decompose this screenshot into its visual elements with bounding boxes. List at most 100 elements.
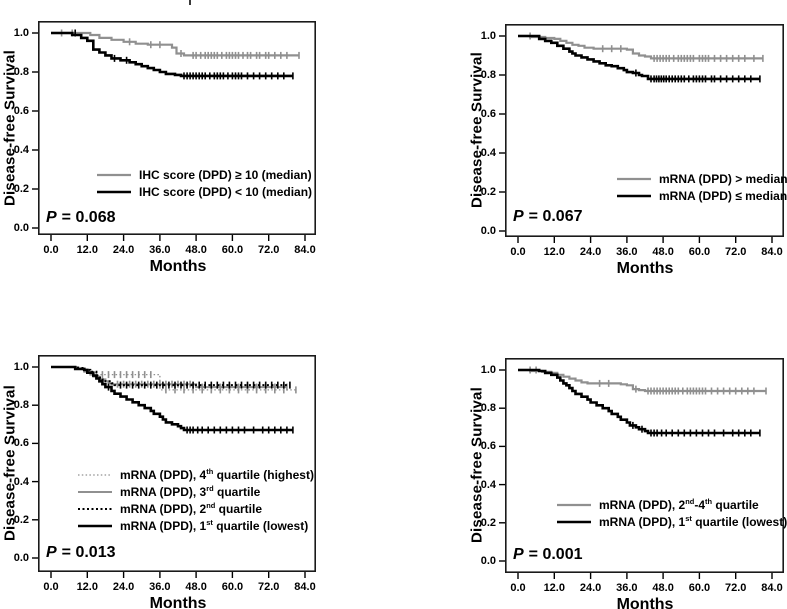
legend-line-swatch — [617, 177, 651, 180]
legend-label: mRNA (DPD), 1st quartile (lowest) — [599, 513, 787, 529]
legend-label: IHC score (DPD) < 10 (median) — [139, 184, 313, 199]
x-tick-label: 48.0 — [652, 582, 674, 594]
x-tick-label: 48.0 — [185, 581, 207, 593]
km-curve-ihc-lt-10 — [51, 31, 293, 78]
p-value: P = 0.013 — [46, 544, 116, 562]
legend-line-swatch — [78, 473, 112, 476]
x-tick-label: 72.0 — [257, 581, 280, 593]
legend-label: mRNA (DPD) ≤ median — [659, 188, 787, 203]
km-panel-mrna-median: Disease-free Survival Months mRNA (DPD) … — [469, 24, 787, 277]
plot-canvas — [32, 355, 316, 578]
x-tick-label: 84.0 — [294, 581, 316, 593]
y-axis-title: Disease-free Survival — [468, 387, 486, 544]
plot-canvas — [499, 24, 784, 243]
x-tick-label: 24.0 — [112, 244, 135, 256]
y-tick-label: 0.2 — [13, 513, 29, 526]
axes-box — [38, 355, 316, 572]
x-axis-title: Months — [616, 596, 674, 609]
legend-entry-q2-q4: mRNA (DPD), 2nd-4th quartile — [557, 496, 787, 513]
plot-canvas — [499, 358, 784, 579]
x-axis-title: Months — [149, 258, 207, 275]
x-tick-label: 24.0 — [579, 246, 602, 258]
x-tick-label: 84.0 — [761, 582, 783, 594]
legend-line-swatch — [557, 520, 591, 523]
y-tick-label: 1.0 — [13, 361, 29, 373]
legend-entry-mrna-gt-median: mRNA (DPD) > median — [617, 170, 787, 187]
y-tick-label: 0.4 — [480, 147, 496, 159]
km-curve-ihc-ge-10 — [51, 31, 299, 57]
x-tick-label: 12.0 — [76, 244, 98, 256]
axes-box — [505, 24, 784, 237]
y-tick-label: 0.6 — [13, 437, 29, 450]
y-tick-label: 0.8 — [13, 399, 29, 412]
x-tick-label: 84.0 — [761, 246, 783, 258]
y-tick-label: 0.4 — [480, 478, 496, 491]
y-tick-label: 0.8 — [480, 402, 496, 415]
legend: mRNA (DPD), 4th quartile (highest) mRNA (… — [78, 466, 314, 534]
x-axis-title: Months — [616, 260, 674, 277]
x-tick-label: 36.0 — [149, 581, 171, 593]
y-tick-label: 0.2 — [480, 516, 496, 529]
p-value: P = 0.068 — [46, 209, 116, 227]
axes-box — [38, 21, 316, 235]
y-tick-label: 0.8 — [480, 69, 496, 81]
y-tick-label: 0.6 — [13, 105, 29, 117]
x-tick-label: 36.0 — [149, 244, 171, 256]
km-curve-q1-lowest — [518, 368, 760, 435]
legend-entry-ihc-ge-10: IHC score (DPD) ≥ 10 (median) — [97, 166, 312, 183]
y-tick-label: 0.0 — [13, 552, 29, 564]
legend-label: mRNA (DPD) > median — [659, 171, 787, 186]
km-curve-mrna-gt-median — [518, 34, 763, 60]
x-tick-label: 84.0 — [294, 244, 316, 256]
legend-line-swatch — [97, 173, 131, 176]
p-value: P = 0.001 — [513, 546, 583, 564]
legend-line-swatch — [78, 490, 112, 493]
legend-line-swatch — [617, 194, 651, 197]
legend-line-swatch — [97, 190, 131, 193]
x-tick-label: 0.0 — [43, 581, 59, 593]
p-value-symbol: P — [513, 546, 524, 563]
x-tick-label: 0.0 — [510, 582, 526, 594]
legend-line-swatch — [78, 507, 112, 510]
km-curve-q1-lowest — [51, 365, 293, 432]
p-value: P = 0.067 — [513, 208, 583, 226]
legend-label: mRNA (DPD), 4th quartile (highest) — [120, 466, 314, 482]
legend: IHC score (DPD) ≥ 10 (median) IHC score (… — [97, 166, 312, 200]
x-tick-label: 0.0 — [510, 246, 526, 258]
legend-label: mRNA (DPD), 2nd-4th quartile — [599, 496, 759, 512]
axes-box — [505, 358, 784, 573]
legend-label: IHC score (DPD) ≥ 10 (median) — [139, 167, 312, 182]
legend-entry-q3: mRNA (DPD), 3rd quartile — [78, 483, 314, 500]
p-value-symbol: P — [46, 209, 57, 226]
y-tick-label: 1.0 — [480, 364, 496, 376]
p-value-number: = 0.067 — [528, 208, 583, 225]
x-tick-label: 48.0 — [185, 244, 207, 256]
legend-label: mRNA (DPD), 1st quartile (lowest) — [120, 517, 309, 533]
legend-line-swatch — [557, 503, 591, 506]
x-tick-label: 60.0 — [221, 244, 244, 256]
x-axis-title: Months — [149, 595, 207, 609]
x-tick-label: 72.0 — [724, 246, 747, 258]
km-panel-mrna-quartiles: Disease-free Survival Months mRNA (DPD),… — [2, 355, 316, 609]
legend-entry-mrna-le-median: mRNA (DPD) ≤ median — [617, 187, 787, 204]
km-curve-q2-q4 — [518, 368, 766, 393]
plot-canvas — [32, 21, 316, 241]
x-tick-label: 12.0 — [543, 246, 565, 258]
x-tick-label: 72.0 — [724, 582, 747, 594]
x-tick-label: 48.0 — [652, 246, 674, 258]
x-tick-label: 24.0 — [112, 581, 135, 593]
y-axis-title: Disease-free Survival — [468, 52, 486, 209]
legend: mRNA (DPD), 2nd-4th quartile mRNA (DPD), … — [557, 496, 787, 530]
legend-entry-ihc-lt-10: IHC score (DPD) < 10 (median) — [97, 183, 312, 200]
y-tick-label: 0.0 — [13, 222, 29, 234]
legend: mRNA (DPD) > median mRNA (DPD) ≤ median — [617, 170, 787, 204]
x-tick-label: 60.0 — [688, 246, 711, 258]
legend-label: mRNA (DPD), 2nd quartile — [120, 500, 263, 516]
km-panel-mrna-q1-vs-rest: Disease-free Survival Months mRNA (DPD),… — [469, 358, 787, 609]
km-panel-ihc-median: Disease-free Survival Months IHC score (… — [2, 21, 316, 275]
p-value-symbol: P — [46, 544, 57, 561]
stray-mark-artifact — [189, 0, 191, 5]
y-axis-title: Disease-free Survival — [1, 50, 19, 206]
p-value-symbol: P — [513, 208, 524, 225]
